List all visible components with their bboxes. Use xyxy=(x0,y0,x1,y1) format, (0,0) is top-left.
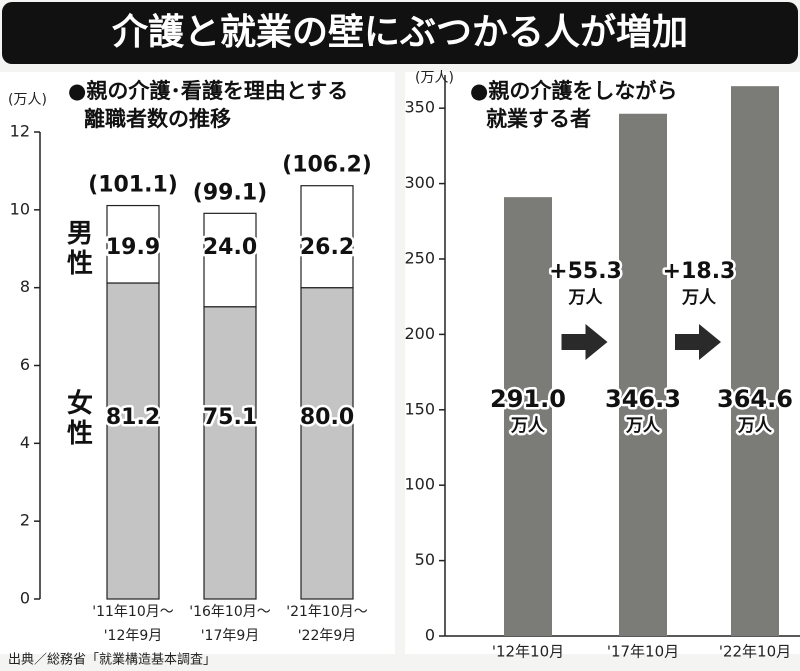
value-label: 291.0 xyxy=(490,385,566,413)
bar xyxy=(731,86,779,637)
bar-segment xyxy=(106,204,160,284)
value-unit: 万人 xyxy=(625,416,661,436)
y-axis-label: (万人) xyxy=(415,70,454,86)
bar xyxy=(504,197,552,636)
x-tick-label: '21年10月～'22年9月 xyxy=(286,604,367,644)
chart-title: 就業する者 xyxy=(486,107,591,131)
total-label: (106.2) xyxy=(282,153,372,178)
y-tick-label: 10 xyxy=(10,199,30,218)
y-axis-label: (万人) xyxy=(8,92,47,108)
bar-segment xyxy=(300,287,354,600)
y-tick-label: 150 xyxy=(404,399,435,418)
bar-segment xyxy=(203,306,257,600)
series-name: 女性 xyxy=(67,388,93,449)
y-tick-label: 50 xyxy=(415,550,435,569)
y-tick-label: 300 xyxy=(404,173,435,192)
value-label: 364.6 xyxy=(717,385,793,413)
x-tick-label: '12年10月 xyxy=(492,643,564,661)
value-label: 19.9 xyxy=(106,235,160,260)
bar-segment xyxy=(300,185,354,289)
y-tick-label: 6 xyxy=(20,355,30,374)
change-unit: 万人 xyxy=(568,288,604,308)
series-name: 男性 xyxy=(67,219,93,279)
y-tick-label: 12 xyxy=(10,122,30,141)
total-label: (101.1) xyxy=(88,173,178,198)
value-label: 346.3 xyxy=(605,385,681,413)
total-label: (99.1) xyxy=(193,180,267,205)
y-tick-label: 2 xyxy=(20,511,30,530)
arrow xyxy=(675,324,721,360)
x-tick-label: '16年10月～'17年9月 xyxy=(189,604,270,644)
chart-title: ●親の介護をしながら xyxy=(470,79,677,103)
page-title: 介護と就業の壁にぶつかる人が増加 xyxy=(112,12,688,53)
y-tick-label: 8 xyxy=(20,277,30,296)
source: 出典／総務省「就業構造基本調査」 xyxy=(8,652,216,668)
value-label: 80.0 xyxy=(300,405,354,430)
value-unit: 万人 xyxy=(510,416,546,436)
chart-title: ●親の介護･看護を理由とする xyxy=(68,79,348,103)
x-tick-label: '17年10月 xyxy=(607,643,679,661)
y-tick-label: 200 xyxy=(404,324,435,343)
value-unit: 万人 xyxy=(737,416,773,436)
change-unit: 万人 xyxy=(681,288,717,308)
bar-segment xyxy=(203,212,257,308)
y-tick-label: 0 xyxy=(425,626,435,645)
header-banner xyxy=(2,2,798,64)
arrow xyxy=(561,324,608,360)
value-label: 26.2 xyxy=(300,235,354,260)
y-tick-label: 250 xyxy=(404,248,435,267)
value-label: 24.0 xyxy=(203,235,257,260)
y-tick-label: 4 xyxy=(20,433,30,452)
chart-title: 離職者数の推移 xyxy=(84,107,231,131)
change-label: +18.3 xyxy=(663,259,736,284)
value-label: 75.1 xyxy=(203,405,257,430)
y-tick-label: 100 xyxy=(404,475,435,494)
x-tick-label: '11年10月～'12年9月 xyxy=(92,604,173,644)
y-tick-label: 350 xyxy=(404,98,435,117)
x-tick-label: '22年10月 xyxy=(719,643,791,661)
bar xyxy=(619,113,667,636)
value-label: 81.2 xyxy=(106,405,160,430)
bar-segment xyxy=(106,282,160,600)
y-tick-label: 0 xyxy=(20,589,30,608)
change-label: +55.3 xyxy=(549,259,622,284)
